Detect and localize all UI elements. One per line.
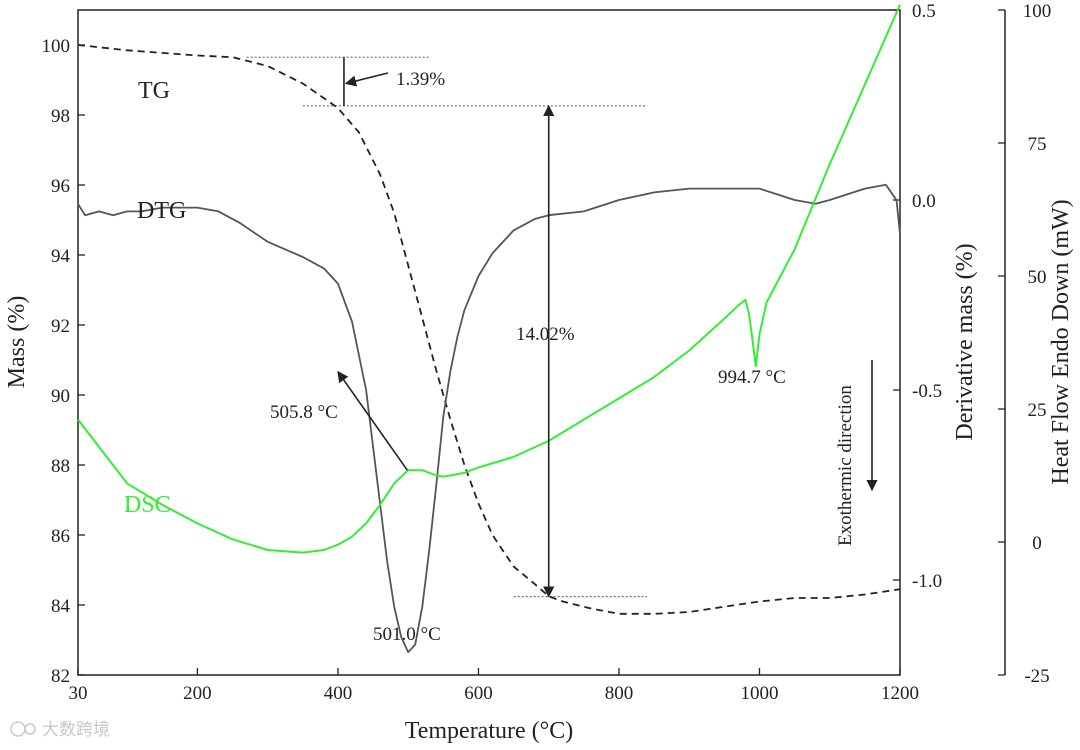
x-tick-label: 800 <box>605 683 634 704</box>
exothermic-direction-label: Exothermic direction <box>835 385 856 546</box>
heat-tick-label: 100 <box>1023 1 1052 22</box>
dsc-peak-label: 505.8 °C <box>270 402 338 423</box>
mass-tick-label: 82 <box>51 666 70 687</box>
x-tick-label: 600 <box>464 683 493 704</box>
dtg-curve <box>77 183 901 654</box>
mass-axis-title: Mass (%) <box>4 296 30 389</box>
series-lines <box>77 4 901 654</box>
dsc-peak2-label: 994.7 °C <box>718 367 786 388</box>
mass-tick-label: 98 <box>51 106 70 127</box>
watermark: 大数跨境 <box>10 720 110 740</box>
x-tick-label: 200 <box>183 683 212 704</box>
dtg-peak-label: 501.0 °C <box>373 624 441 645</box>
watermark-logo-icon <box>10 721 26 737</box>
mass-tick-label: 92 <box>51 316 70 337</box>
deriv-tick-label: -0.5 <box>912 381 942 402</box>
mass-tick-label: 88 <box>51 456 70 477</box>
deriv-tick-label: -1.0 <box>912 571 942 592</box>
heat-axis-title: Heat Flow Endo Down (mW) <box>1048 199 1074 484</box>
dtg-label: DTG <box>137 198 186 224</box>
mass-tick-label: 84 <box>51 596 71 617</box>
mass-tick-label: 90 <box>51 386 70 407</box>
mass-tick-label: 94 <box>51 246 71 267</box>
heat-tick-label: 50 <box>1028 267 1047 288</box>
tg-curve <box>77 44 901 615</box>
x-tick-label: 30 <box>69 683 88 704</box>
plot-frame <box>77 9 901 676</box>
annotation-guides <box>246 56 648 598</box>
mass-loss-step2-label: 14.02% <box>516 324 575 345</box>
axis-ticks: 30 200 400 600 800 1000 1200828486889092949698… <box>42 1 1052 704</box>
x-tick-label: 400 <box>324 683 353 704</box>
deriv-tick-label: 0.5 <box>912 1 936 22</box>
watermark-text: 大数跨境 <box>42 720 110 740</box>
deriv-axis-title: Derivative mass (%) <box>952 243 978 440</box>
deriv-tick-label: 0.0 <box>912 191 936 212</box>
dsc-peak-arrow <box>337 370 408 471</box>
dsc-label: DSC <box>124 492 171 518</box>
mass-tick-label: 86 <box>51 526 70 547</box>
tg-label: TG <box>138 78 170 104</box>
x-axis-title: Temperature (°C) <box>405 718 574 744</box>
dsc-curve <box>77 4 901 554</box>
mass-tick-label: 96 <box>51 176 70 197</box>
mass-loss-step1-label: 1.39% <box>396 69 445 90</box>
annotation-arrows <box>337 57 878 598</box>
heat-tick-label: 75 <box>1028 134 1047 155</box>
watermark-logo-icon-b <box>24 723 36 735</box>
heat-tick-label: -25 <box>1024 666 1049 687</box>
step1-arrow <box>344 72 389 87</box>
x-tick-label: 1200 <box>881 683 919 704</box>
mass-tick-label: 100 <box>42 36 71 57</box>
heat-tick-label: 25 <box>1028 400 1047 421</box>
heat-tick-label: 0 <box>1032 533 1042 554</box>
x-tick-label: 1000 <box>740 683 778 704</box>
